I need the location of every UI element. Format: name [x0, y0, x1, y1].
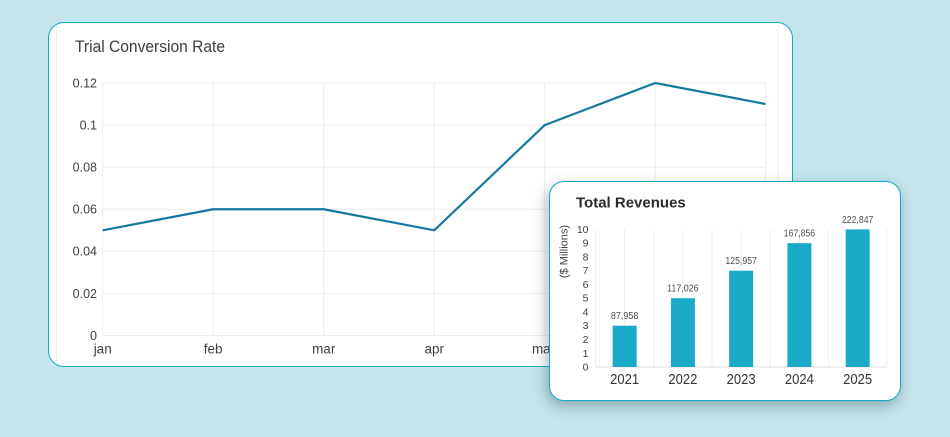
svg-text:0.12: 0.12	[73, 76, 97, 90]
svg-text:0.08: 0.08	[73, 161, 97, 175]
svg-text:8: 8	[583, 251, 589, 263]
svg-text:2021: 2021	[610, 372, 639, 388]
svg-text:0.06: 0.06	[73, 203, 97, 217]
svg-text:117,026: 117,026	[667, 284, 699, 295]
svg-text:0.02: 0.02	[73, 287, 97, 301]
svg-text:1: 1	[583, 348, 589, 360]
svg-text:4: 4	[583, 307, 589, 319]
svg-text:3: 3	[583, 320, 589, 332]
svg-text:2: 2	[583, 334, 589, 346]
svg-text:0.1: 0.1	[80, 119, 97, 133]
svg-text:87,958: 87,958	[611, 311, 639, 322]
svg-text:mar: mar	[312, 342, 336, 357]
svg-text:10: 10	[577, 224, 589, 236]
svg-text:167,856: 167,856	[784, 229, 816, 240]
svg-text:6: 6	[583, 279, 589, 291]
svg-text:apr: apr	[424, 342, 444, 357]
svg-text:5: 5	[583, 293, 589, 305]
svg-text:Total Revenues: Total Revenues	[576, 195, 686, 212]
svg-text:222,847: 222,847	[842, 215, 874, 226]
svg-text:0: 0	[90, 329, 97, 343]
svg-text:2025: 2025	[843, 372, 872, 388]
svg-text:9: 9	[583, 238, 589, 250]
svg-text:2024: 2024	[785, 372, 814, 388]
svg-text:7: 7	[583, 265, 589, 277]
svg-text:Trial Conversion Rate: Trial Conversion Rate	[75, 37, 225, 56]
svg-text:0: 0	[583, 362, 589, 374]
svg-text:125,957: 125,957	[725, 256, 757, 267]
svg-text:0.04: 0.04	[73, 245, 97, 259]
svg-text:2022: 2022	[668, 372, 697, 388]
svg-text:2023: 2023	[727, 372, 756, 388]
svg-text:jan: jan	[93, 342, 112, 357]
svg-text:feb: feb	[204, 342, 223, 357]
svg-text:($ Millions): ($ Millions)	[559, 225, 571, 278]
